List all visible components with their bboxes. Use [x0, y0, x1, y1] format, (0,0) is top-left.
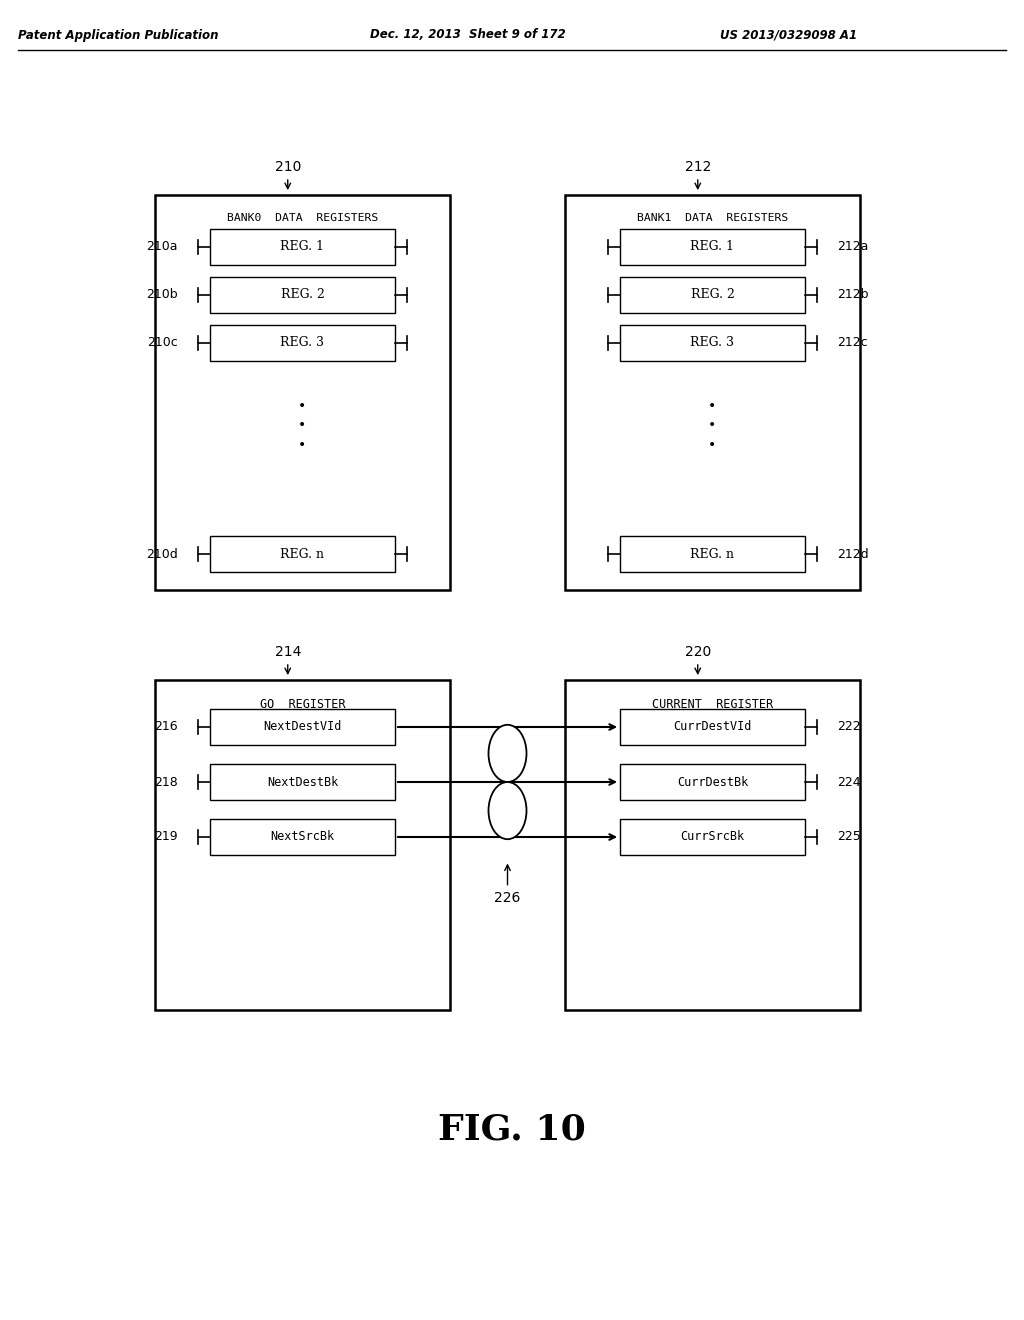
Text: CURRENT  REGISTER: CURRENT REGISTER: [652, 698, 773, 711]
Text: 216: 216: [155, 721, 178, 734]
Text: 210b: 210b: [146, 289, 178, 301]
Text: FIG. 10: FIG. 10: [438, 1113, 586, 1147]
Bar: [210, 228, 395, 265]
Bar: [620, 764, 805, 800]
Bar: [620, 818, 805, 855]
Bar: [210, 325, 395, 360]
Bar: [620, 277, 805, 313]
Bar: [565, 195, 860, 590]
Bar: [210, 709, 395, 744]
Text: 222: 222: [837, 721, 860, 734]
Text: 212c: 212c: [837, 337, 867, 350]
Text: Dec. 12, 2013  Sheet 9 of 172: Dec. 12, 2013 Sheet 9 of 172: [370, 29, 565, 41]
Bar: [565, 680, 860, 1010]
Text: Patent Application Publication: Patent Application Publication: [18, 29, 218, 41]
Text: REG. n: REG. n: [690, 548, 734, 561]
Text: BANK1  DATA  REGISTERS: BANK1 DATA REGISTERS: [637, 213, 788, 223]
Text: 225: 225: [837, 830, 861, 843]
Text: GO  REGISTER: GO REGISTER: [260, 698, 345, 711]
Text: 210a: 210a: [146, 240, 178, 253]
Bar: [620, 228, 805, 265]
Bar: [155, 195, 450, 590]
Text: •
•
•: • • •: [298, 400, 306, 453]
Text: CurrSrcBk: CurrSrcBk: [680, 830, 744, 843]
Text: REG. 1: REG. 1: [690, 240, 734, 253]
Bar: [155, 680, 450, 1010]
Bar: [210, 818, 395, 855]
Text: NextDestBk: NextDestBk: [267, 776, 338, 788]
Text: 224: 224: [837, 776, 860, 788]
Text: CurrDestBk: CurrDestBk: [677, 776, 749, 788]
Text: REG. 2: REG. 2: [281, 289, 325, 301]
Text: REG. 3: REG. 3: [281, 337, 325, 350]
Text: 212a: 212a: [837, 240, 868, 253]
Text: 210c: 210c: [147, 337, 178, 350]
Text: REG. 1: REG. 1: [281, 240, 325, 253]
Ellipse shape: [488, 781, 526, 840]
Text: 212d: 212d: [837, 548, 868, 561]
Text: 226: 226: [495, 891, 520, 904]
Bar: [210, 277, 395, 313]
Bar: [210, 536, 395, 572]
Bar: [210, 764, 395, 800]
Text: REG. 2: REG. 2: [690, 289, 734, 301]
Text: NextSrcBk: NextSrcBk: [270, 830, 335, 843]
Text: •
•
•: • • •: [709, 400, 717, 453]
Text: REG. n: REG. n: [281, 548, 325, 561]
Bar: [620, 709, 805, 744]
Ellipse shape: [488, 725, 526, 781]
Text: 218: 218: [155, 776, 178, 788]
Text: 212b: 212b: [837, 289, 868, 301]
Text: 210: 210: [274, 160, 301, 174]
Text: BANK0  DATA  REGISTERS: BANK0 DATA REGISTERS: [227, 213, 378, 223]
Text: 212: 212: [685, 160, 711, 174]
Text: 214: 214: [274, 645, 301, 659]
Text: NextDestVId: NextDestVId: [263, 721, 342, 734]
Text: 219: 219: [155, 830, 178, 843]
Bar: [620, 325, 805, 360]
Text: 210d: 210d: [146, 548, 178, 561]
Text: CurrDestVId: CurrDestVId: [674, 721, 752, 734]
Bar: [620, 536, 805, 572]
Text: 220: 220: [685, 645, 711, 659]
Text: REG. 3: REG. 3: [690, 337, 734, 350]
Text: US 2013/0329098 A1: US 2013/0329098 A1: [720, 29, 857, 41]
